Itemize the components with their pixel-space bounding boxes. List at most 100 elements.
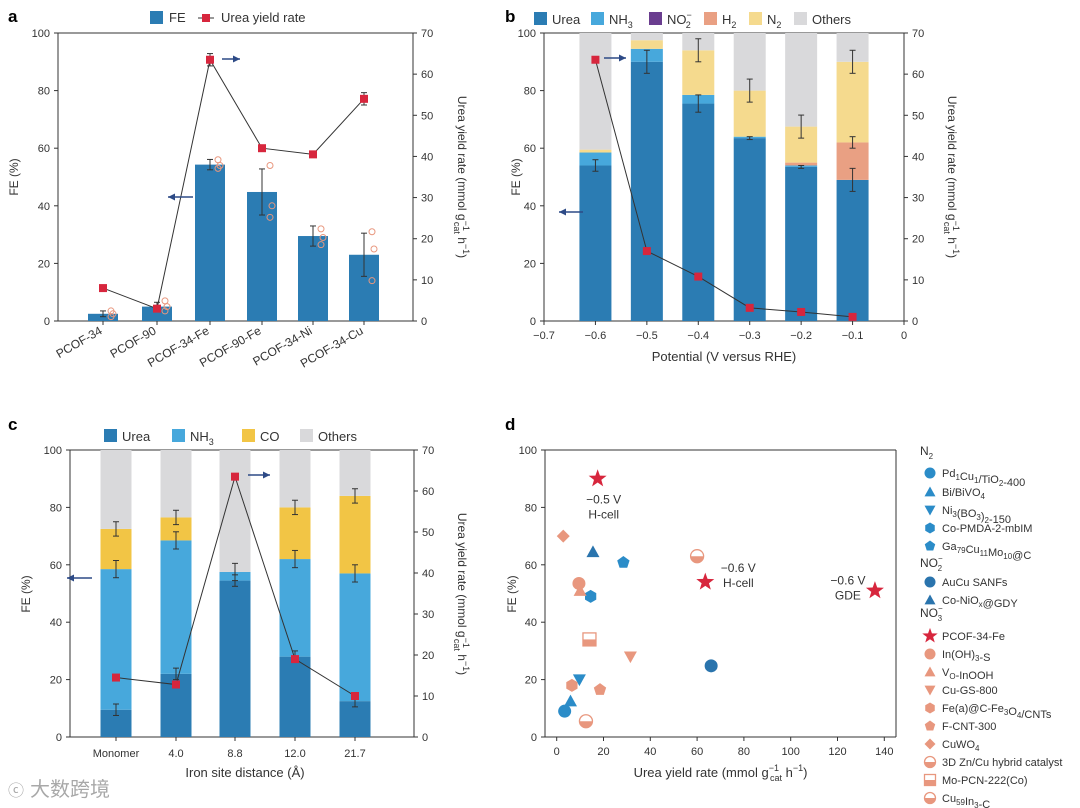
watermark: ⓒ 大数跨境: [8, 773, 110, 802]
d-point-pentagon: [593, 683, 607, 695]
b-legend-text: NH: [609, 12, 628, 27]
d-legend-marker-hexagon: [925, 702, 935, 714]
c-legend-text: Others: [318, 429, 358, 444]
c-ytick-label: 0: [56, 732, 62, 744]
b-xtick-label: −0.6: [585, 330, 607, 342]
b-bar-n2: [579, 149, 612, 153]
d-legend-text: F-CNT-300: [942, 721, 996, 733]
b-xtick-label: −0.5: [636, 330, 658, 342]
d-ytick-label: 100: [519, 445, 537, 457]
b-bar-h2: [785, 162, 818, 166]
b-y2label-sub: cat: [942, 222, 952, 235]
c-y2label-h: h: [455, 651, 469, 661]
d-legend-marker-diamond: [924, 738, 936, 750]
b-bar-others: [579, 33, 612, 150]
b-bar-urea: [579, 165, 612, 321]
a-yield-point: [206, 55, 214, 64]
a-y2tick-label: 10: [421, 275, 433, 287]
panel-label-b: b: [505, 7, 515, 26]
b-y2tick-label: 10: [912, 275, 924, 287]
b-yield-point: [642, 247, 651, 256]
c-y2label-sup2: −1: [461, 661, 471, 671]
c-legend-label: Others: [318, 429, 358, 444]
c-legend-label: Urea: [122, 429, 151, 444]
d-legend-marker-triangle-down: [924, 685, 936, 696]
a-fe-bar: [142, 306, 172, 321]
a-ylabel: FE (%): [7, 158, 21, 195]
d-legend-marker-hexagon: [925, 522, 935, 534]
panel-label-d: d: [505, 415, 515, 434]
d-xtick-label: 60: [691, 746, 703, 758]
d-legend-marker-triangle-up: [924, 666, 936, 677]
d-legend-marker-half-circle-half: [924, 762, 936, 768]
b-y2tick-label: 0: [912, 316, 918, 328]
d-point-half-circle: [578, 714, 594, 729]
d-legend-marker-half-square: [923, 773, 937, 787]
c-y2label-main: Urea yield rate (mmol g: [455, 513, 469, 638]
d-legend-label: Mo-PCN-222(Co): [942, 775, 1028, 787]
d-legend-group-no3: NO− 3: [920, 604, 943, 623]
d-legend-label: 3D Zn/Cu hybrid catalyst: [942, 757, 1062, 769]
d-legend-label: PCOF-34-Fe: [942, 631, 1005, 643]
d-legend-text: V: [942, 667, 950, 679]
d-legend-marker-half-square-half: [924, 780, 936, 786]
d-legend-marker-circle: [924, 648, 936, 660]
b-legend-swatch: [749, 12, 762, 25]
a-fe-point: [370, 245, 378, 253]
b-y2label-h: h: [945, 234, 959, 244]
d-legend-label: Bi/BiVO4: [942, 487, 986, 501]
c-bar-co: [339, 495, 371, 574]
a-legend-fe-label: FE: [169, 10, 186, 25]
d-legend-label: Co-PMDA-2-mbIM: [942, 523, 1032, 535]
d-legend-sub: 2: [999, 479, 1004, 488]
d-legend-text: -150: [989, 514, 1011, 526]
panel-label-c: c: [8, 415, 17, 434]
d-xlabel-sup: −1: [769, 763, 779, 773]
a-ytick-label: 40: [38, 201, 50, 213]
d-point-star: [865, 581, 884, 599]
d-legend-sub: 1: [974, 476, 979, 485]
b-y2tick-label: 50: [912, 110, 924, 122]
a-y2tick-label: 30: [421, 193, 433, 205]
c-yield-point: [172, 680, 180, 689]
d-legend-text: Cu: [966, 544, 980, 556]
d-legend-label: In(OH)3-S: [942, 649, 990, 664]
panel-label-a: a: [8, 7, 18, 26]
c-bar-nh3: [279, 559, 311, 657]
a-y2tick-label: 50: [421, 110, 433, 122]
d-legend-text: -InOOH: [956, 670, 994, 682]
d-point-hexagon: [566, 678, 578, 692]
d-legend-label: Co-NiOx@GDY: [942, 595, 1018, 610]
d-legend-sub: x: [979, 600, 983, 609]
c-yield-point: [231, 472, 239, 481]
a-yield-point: [258, 144, 266, 153]
c-y2tick-label: 70: [422, 445, 434, 457]
d-legend-text: Ni: [942, 505, 952, 517]
d-point-half-square: [582, 632, 597, 647]
a-y2tick-label: 0: [421, 316, 427, 328]
a-fe-point: [317, 225, 325, 233]
c-legend-text: Urea: [122, 429, 151, 444]
b-yield-point: [797, 307, 806, 316]
d-legend-marker-half-circle-half: [924, 798, 936, 804]
a-fe-point: [214, 156, 222, 164]
a-fe-point: [368, 228, 376, 236]
b-ytick-label: 60: [524, 143, 536, 155]
d-xtick-label: 20: [597, 746, 609, 758]
d-legend-sub: 10: [1003, 552, 1012, 561]
a-fe-point: [161, 307, 169, 315]
d-legend-text: CuWO: [942, 739, 975, 751]
a-legend-fe-swatch: [150, 11, 163, 24]
b-xtick-label: −0.2: [790, 330, 812, 342]
c-y2tick-label: 10: [422, 691, 434, 703]
b-yield-line: [594, 59, 853, 318]
d-xlabel-sub: cat: [770, 773, 783, 783]
d-legend-text: O: [1008, 706, 1017, 718]
b-legend-text: N: [767, 12, 776, 27]
d-xtick-label: 40: [644, 746, 656, 758]
d-legend-label: Cu59In3-C: [942, 793, 990, 808]
d-legend-text: Pd: [942, 468, 955, 480]
a-y2tick-label: 60: [421, 69, 433, 81]
c-y2tick-label: 20: [422, 650, 434, 662]
c-bar-nh3: [339, 573, 371, 702]
